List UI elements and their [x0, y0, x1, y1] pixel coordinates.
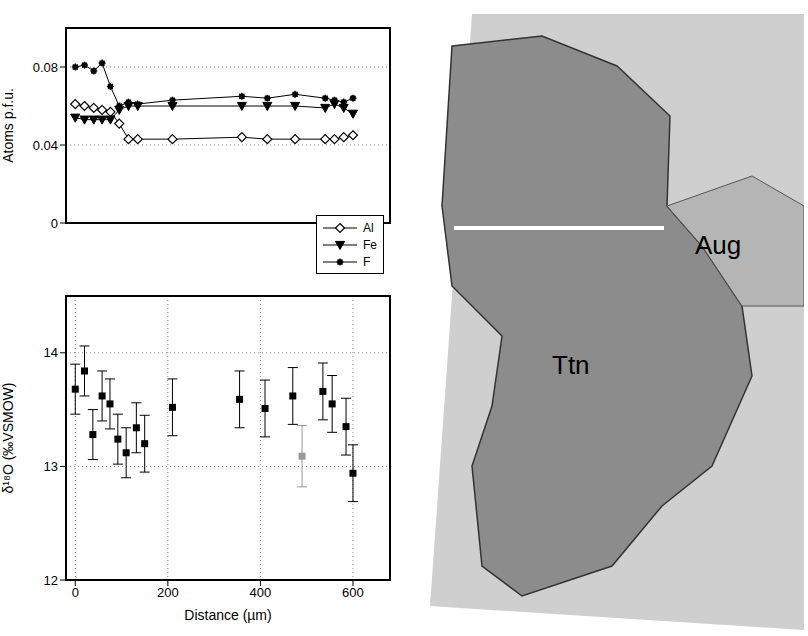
svg-text:600: 600: [342, 585, 364, 600]
svg-text:0: 0: [72, 585, 79, 600]
svg-text:14: 14: [44, 345, 58, 360]
html-text:Al: Al: [363, 220, 374, 235]
svg-text:0.04: 0.04: [33, 138, 58, 153]
svg-text:Ttn: Ttn: [552, 350, 590, 380]
svg-text:400: 400: [250, 585, 272, 600]
html-text:Fe: Fe: [363, 237, 377, 252]
svg-text:0.08: 0.08: [33, 60, 58, 75]
svg-text:δ¹⁸O (‰VSMOW): δ¹⁸O (‰VSMOW): [0, 383, 16, 494]
svg-text:Atoms p.f.u.: Atoms p.f.u.: [0, 88, 16, 163]
svg-text:Aug: Aug: [695, 230, 741, 260]
svg-text:0: 0: [51, 216, 58, 231]
svg-text:Distance (µm): Distance (µm): [184, 607, 271, 623]
html-text:F: F: [363, 254, 371, 269]
svg-text:12: 12: [44, 573, 58, 588]
svg-text:13: 13: [44, 459, 58, 474]
svg-text:200: 200: [157, 585, 179, 600]
